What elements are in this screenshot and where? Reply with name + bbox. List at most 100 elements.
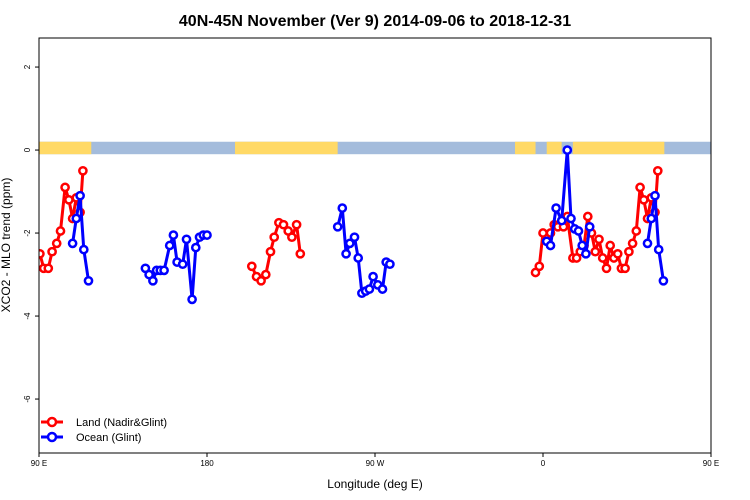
x-tick-label: 0 xyxy=(541,459,546,468)
data-point xyxy=(605,240,616,251)
data-point xyxy=(75,190,85,201)
series-ocean xyxy=(67,145,735,305)
data-point xyxy=(265,246,276,257)
data-point xyxy=(534,261,545,272)
data-point xyxy=(590,246,601,257)
x-tick-label: 90 E xyxy=(31,459,47,468)
data-point xyxy=(67,238,78,249)
data-point xyxy=(597,253,608,263)
data-point xyxy=(341,248,351,259)
data-point xyxy=(55,226,66,236)
data-point xyxy=(344,238,355,249)
data-point xyxy=(650,190,660,201)
data-point xyxy=(83,275,94,286)
data-point xyxy=(577,240,588,251)
data-point xyxy=(620,263,630,274)
data-point xyxy=(642,238,653,249)
legend-ocean-label: Ocean (Glint) xyxy=(76,432,141,444)
data-point xyxy=(584,221,595,232)
data-point xyxy=(349,232,360,243)
data-point xyxy=(635,182,645,193)
data-point xyxy=(168,230,179,240)
data-point xyxy=(332,221,343,232)
data-point xyxy=(148,275,158,286)
chart-title: 40N-45N November (Ver 9) 2014-09-06 to 2… xyxy=(179,13,571,30)
landmask-ocean xyxy=(39,141,711,155)
data-point xyxy=(246,261,257,272)
data-point xyxy=(566,213,576,224)
legend-land-marker xyxy=(46,416,58,428)
data-point xyxy=(652,165,663,176)
data-point xyxy=(385,259,395,270)
y-tick-label: 0 xyxy=(23,147,32,152)
data-point xyxy=(60,182,70,193)
data-point xyxy=(601,263,612,274)
data-point xyxy=(269,232,280,243)
y-tick-label: 2 xyxy=(23,64,32,69)
data-point xyxy=(368,271,378,282)
x-tick-label: 90 W xyxy=(366,459,385,468)
x-tick-label: 90 E xyxy=(703,459,719,468)
data-point xyxy=(658,275,669,286)
y-tick-label: -4 xyxy=(23,312,32,320)
data-point xyxy=(364,284,375,294)
series-line xyxy=(545,148,592,256)
data-point xyxy=(624,246,634,257)
legend: Land (Nadir&Glint) Ocean (Glint) xyxy=(41,416,167,444)
data-point xyxy=(631,226,642,236)
landmask-land xyxy=(572,141,665,155)
data-point xyxy=(653,244,664,255)
data-point xyxy=(39,248,45,259)
data-point xyxy=(627,238,638,249)
data-point xyxy=(724,277,731,284)
data-point xyxy=(377,284,388,294)
data-point xyxy=(260,269,271,280)
data-point xyxy=(278,219,289,230)
data-point xyxy=(545,240,556,251)
series-land xyxy=(39,165,663,286)
data-point xyxy=(43,263,54,274)
data-point xyxy=(581,248,591,259)
landmask-land xyxy=(515,141,536,155)
data-point xyxy=(573,226,584,236)
x-tick-label: 180 xyxy=(200,459,214,468)
data-point xyxy=(47,246,57,257)
data-point xyxy=(202,230,212,240)
data-point xyxy=(78,244,89,255)
data-point xyxy=(353,253,364,263)
data-point xyxy=(190,242,201,253)
data-point xyxy=(187,294,197,305)
data-point xyxy=(51,238,62,249)
data-point xyxy=(638,194,649,205)
data-point xyxy=(291,219,302,230)
landmask-land xyxy=(546,141,562,155)
data-point xyxy=(538,228,548,238)
data-point xyxy=(646,213,657,224)
landmask-land xyxy=(235,141,338,155)
data-point xyxy=(594,234,604,245)
data-point xyxy=(181,234,192,245)
y-axis-label: XCO2 - MLO trend (ppm) xyxy=(0,178,13,313)
data-point xyxy=(78,165,88,176)
data-point xyxy=(721,271,728,278)
data-point xyxy=(728,267,735,274)
x-axis-label: Longitude (deg E) xyxy=(327,477,422,491)
data-point xyxy=(295,248,306,259)
data-point xyxy=(582,211,593,222)
legend-land-label: Land (Nadir&Glint) xyxy=(76,417,167,429)
y-tick-label: -2 xyxy=(23,229,32,237)
legend-ocean-marker xyxy=(46,431,58,443)
data-point xyxy=(287,232,297,243)
data-point xyxy=(556,215,567,226)
data-point xyxy=(717,265,724,272)
data-point xyxy=(256,275,266,286)
data-point xyxy=(337,203,348,213)
data-point xyxy=(551,203,561,213)
data-point xyxy=(159,265,169,276)
data-point xyxy=(164,240,175,251)
series-line xyxy=(144,233,207,301)
series-line xyxy=(720,268,731,281)
landmask-land xyxy=(39,141,92,155)
data-point xyxy=(612,248,623,259)
